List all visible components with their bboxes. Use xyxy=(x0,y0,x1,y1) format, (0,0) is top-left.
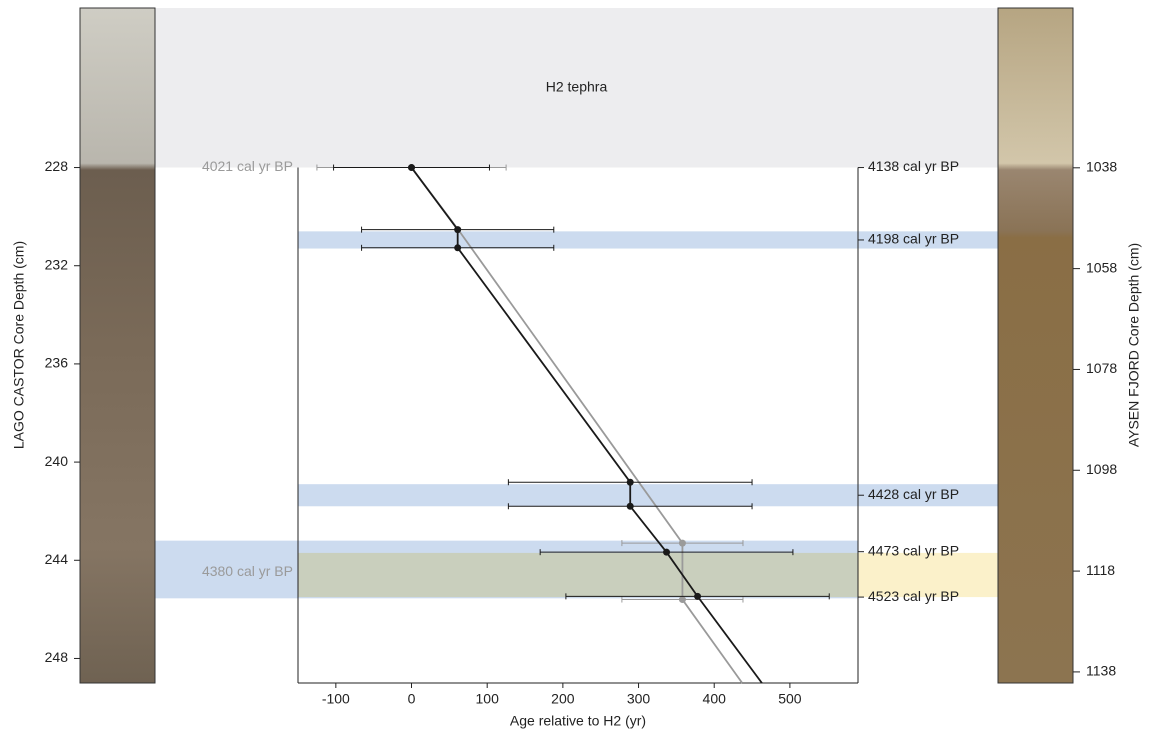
point xyxy=(678,596,686,604)
y2-tick-label: 1058 xyxy=(1086,259,1117,275)
x-tick-label: -100 xyxy=(322,691,350,707)
point xyxy=(678,539,686,547)
band xyxy=(298,231,998,249)
y-tick-label: 236 xyxy=(45,355,69,371)
point xyxy=(408,164,416,172)
y2-tick-label: 1118 xyxy=(1086,562,1115,578)
point xyxy=(626,478,634,486)
point xyxy=(454,226,462,234)
y2-tick-label: 1078 xyxy=(1086,360,1117,376)
point xyxy=(454,244,462,252)
x-axis-label: Age relative to H2 (yr) xyxy=(510,713,646,729)
core-image-left xyxy=(79,7,156,684)
band-label: H2 tephra xyxy=(546,78,608,94)
band xyxy=(298,552,998,598)
x-tick-label: 200 xyxy=(551,691,575,707)
y-tick-label: 228 xyxy=(45,158,69,174)
x-tick-label: 400 xyxy=(703,691,727,707)
x-tick-label: 100 xyxy=(476,691,500,707)
annotation: 4138 cal yr BP xyxy=(868,158,959,174)
annotation: 4198 cal yr BP xyxy=(868,231,959,247)
y2-axis-label: AYSEN FJORD Core Depth (cm) xyxy=(1126,243,1142,447)
y-tick-label: 248 xyxy=(45,649,69,665)
annotation: 4473 cal yr BP xyxy=(868,542,959,558)
x-tick-label: 500 xyxy=(778,691,802,707)
y-tick-label: 240 xyxy=(45,453,69,469)
band xyxy=(155,8,998,168)
x-tick-label: 300 xyxy=(627,691,651,707)
y-axis-label: LAGO CASTOR Core Depth (cm) xyxy=(11,241,27,449)
y2-tick-label: 1038 xyxy=(1086,159,1117,175)
annotation: 4428 cal yr BP xyxy=(868,486,959,502)
annotation: 4523 cal yr BP xyxy=(868,588,959,604)
x-tick-label: 0 xyxy=(408,691,416,707)
point xyxy=(626,502,634,510)
y2-tick-label: 1138 xyxy=(1086,663,1116,679)
point xyxy=(663,548,671,556)
annotation: 4021 cal yr BP xyxy=(202,158,293,174)
y2-tick-label: 1098 xyxy=(1086,461,1117,477)
core-image-right xyxy=(997,7,1074,684)
y-tick-label: 244 xyxy=(45,551,69,567)
point xyxy=(694,592,702,600)
annotation: 4380 cal yr BP xyxy=(202,563,293,579)
y-tick-label: 232 xyxy=(45,256,69,272)
